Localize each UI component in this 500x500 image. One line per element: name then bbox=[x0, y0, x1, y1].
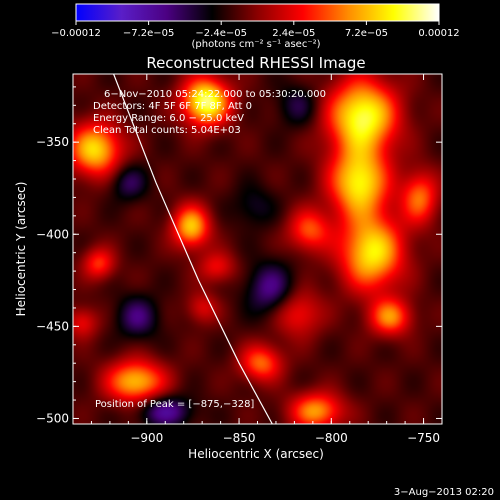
solar-limb-line bbox=[113, 74, 273, 424]
chart-title: Reconstructed RHESSI Image bbox=[146, 54, 365, 72]
x-tick-label: −750 bbox=[407, 431, 440, 445]
info-line-counts: Clean Total counts: 5.04E+03 bbox=[93, 125, 241, 136]
info-line-detectors: Detectors: 4F 5F 6F 7F 8F, Att 0 bbox=[93, 101, 252, 112]
colorbar-tick-label: 2.4e−05 bbox=[272, 28, 315, 39]
x-tick-label: −900 bbox=[130, 431, 163, 445]
y-tick-label: −400 bbox=[36, 227, 69, 241]
colorbar-ticks: −0.00012 −7.2e−05 −2.4e−05 2.4e−05 7.2e−05 0.… bbox=[51, 21, 460, 39]
y-axis: −350 −400 −450 −500 bbox=[36, 86, 442, 425]
heatmap-image bbox=[73, 74, 442, 424]
y-tick-label: −350 bbox=[36, 135, 69, 149]
y-tick-label: −450 bbox=[36, 319, 69, 333]
colorbar-tick-label: 7.2e−05 bbox=[345, 28, 388, 39]
y-axis-label: Heliocentric Y (arcsec) bbox=[14, 182, 28, 317]
timestamp: 3−Aug−2013 02:20 bbox=[394, 487, 494, 498]
x-tick-label: −850 bbox=[223, 431, 256, 445]
colorbar-tick-label: −7.2e−05 bbox=[123, 28, 175, 39]
colorbar-units-label: (photons cm⁻² s⁻¹ asec⁻²) bbox=[191, 39, 320, 50]
colorbar-tick-label: −2.4e−05 bbox=[195, 28, 247, 39]
observation-info: 6−Nov−2010 05:24:22.000 to 05:30:20.000 … bbox=[93, 89, 326, 136]
peak-position-label: Position of Peak = [−875,−328] bbox=[95, 399, 254, 410]
info-line-energy: Energy Range: 6.0 − 25.0 keV bbox=[93, 113, 244, 124]
y-tick-label: −500 bbox=[36, 411, 69, 425]
x-axis-label: Heliocentric X (arcsec) bbox=[188, 447, 324, 461]
colorbar bbox=[75, 3, 440, 22]
colorbar-tick-label: 0.00012 bbox=[418, 28, 459, 39]
x-axis: −900 −850 −800 −750 bbox=[72, 74, 443, 445]
info-line-time: 6−Nov−2010 05:24:22.000 to 05:30:20.000 bbox=[104, 89, 326, 100]
colorbar-tick-label: −0.00012 bbox=[51, 28, 101, 39]
x-tick-label: −800 bbox=[315, 431, 348, 445]
